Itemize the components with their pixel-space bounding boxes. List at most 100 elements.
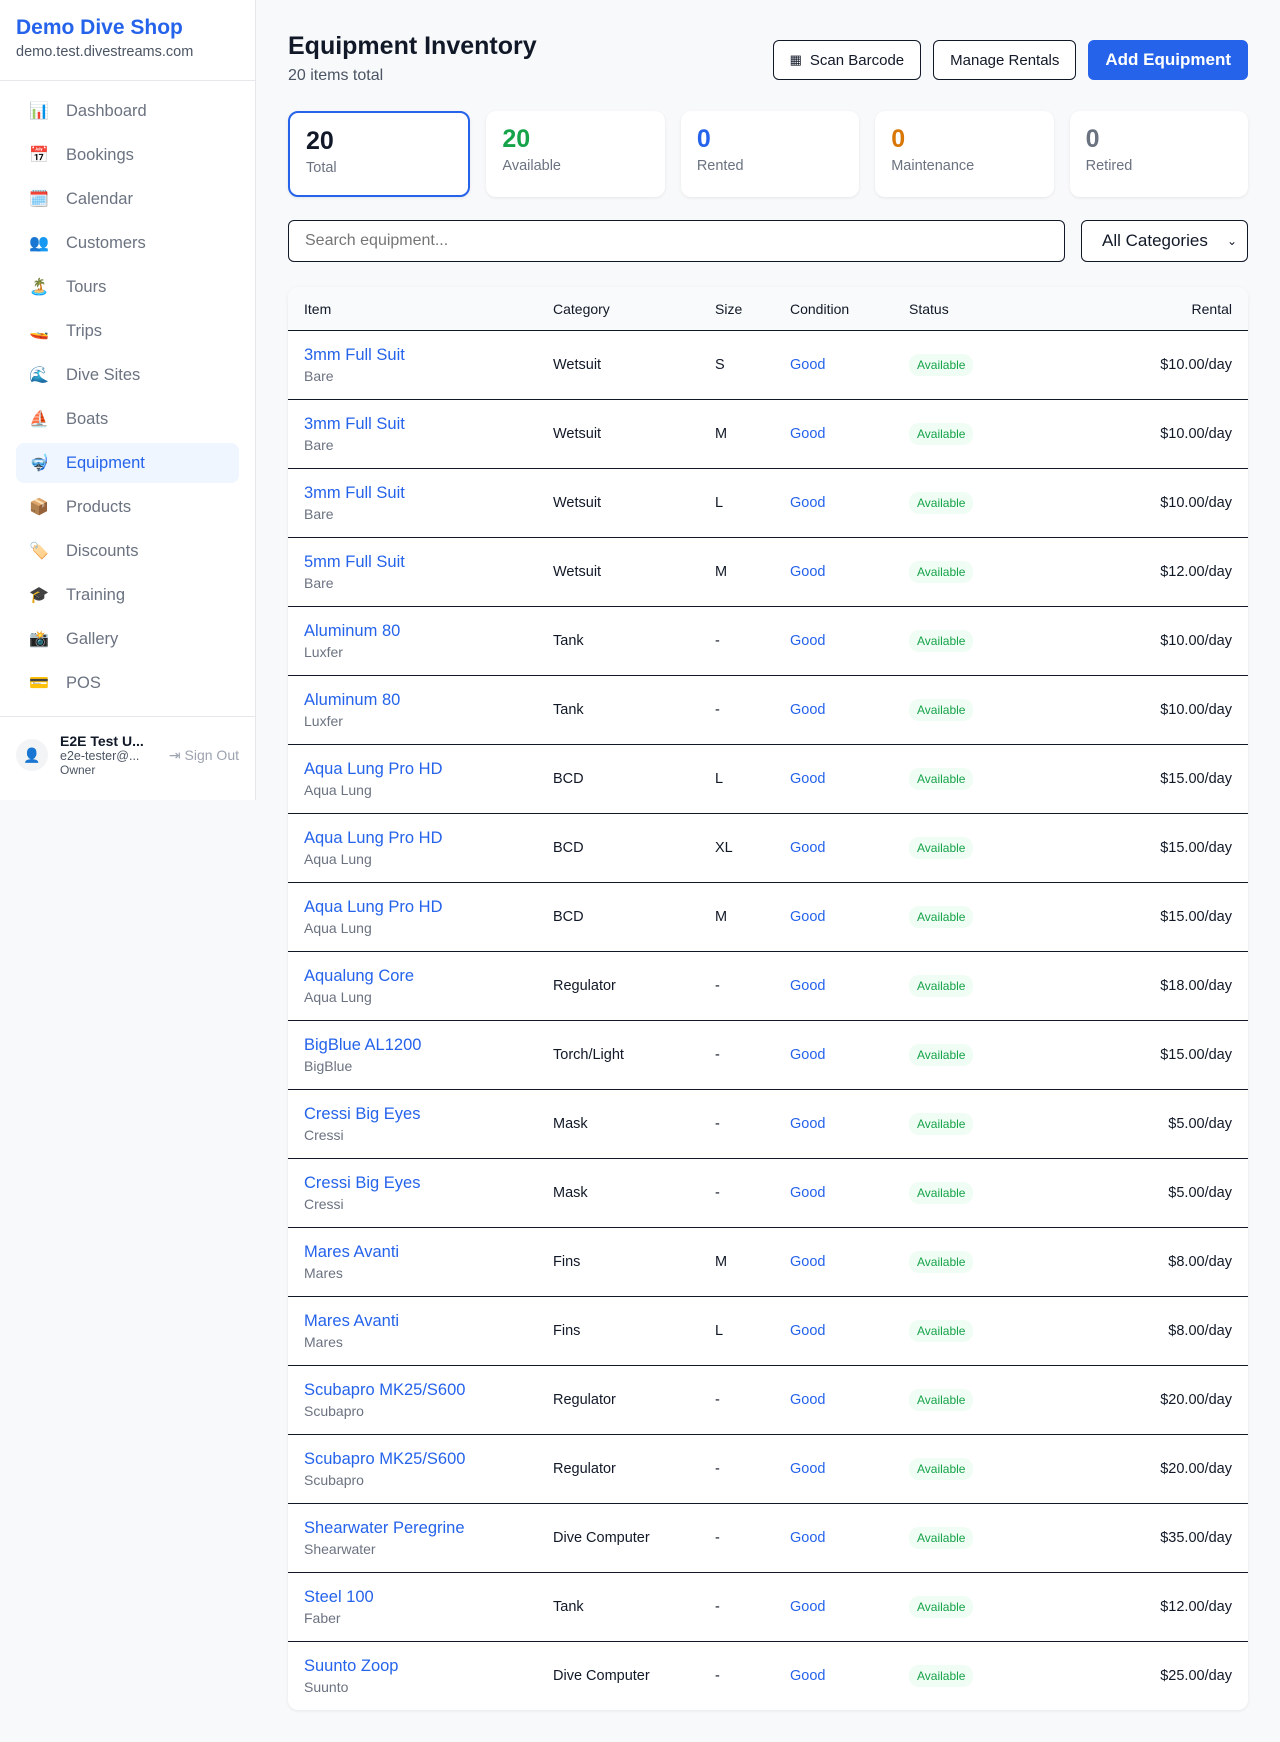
sidebar-item-pos[interactable]: 💳 POS [16,663,239,703]
table-row[interactable]: Steel 100 Faber Tank - Good Available $12… [288,1572,1248,1641]
table-row[interactable]: Suunto Zoop Suunto Dive Computer - Good A… [288,1641,1248,1710]
scan-barcode-button[interactable]: ▦ Scan Barcode [772,40,922,80]
item-name-link[interactable]: Cressi Big Eyes [304,1105,421,1123]
item-name-link[interactable]: Aqua Lung Pro HD [304,829,443,847]
table-row[interactable]: Aqualung Core Aqua Lung Regulator - Good … [288,951,1248,1020]
sidebar-item-tours[interactable]: 🏝️ Tours [16,267,239,307]
table-row[interactable]: Cressi Big Eyes Cressi Mask - Good Availa… [288,1158,1248,1227]
column-header[interactable]: Category [553,300,610,317]
table-row[interactable]: Cressi Big Eyes Cressi Mask - Good Availa… [288,1089,1248,1158]
sign-out-button[interactable]: ⇥ Sign Out [169,747,239,764]
item-rental-price: $15.00/day [1160,1047,1232,1063]
stat-card-retired[interactable]: 0 Retired [1069,111,1249,197]
sidebar-item-gallery[interactable]: 📸 Gallery [16,619,239,659]
column-header[interactable]: Status [909,300,949,317]
item-brand: Mares [304,1334,343,1350]
table-row[interactable]: 5mm Full Suit Bare Wetsuit M Good Availab… [288,537,1248,606]
item-name-link[interactable]: Aqua Lung Pro HD [304,898,443,916]
column-header[interactable]: Size [715,300,743,317]
item-name-link[interactable]: 3mm Full Suit [304,415,405,433]
stat-card-maintenance[interactable]: 0 Maintenance [875,111,1054,197]
item-size: L [715,495,724,511]
item-category: Regulator [553,978,616,994]
item-rental-price: $10.00/day [1160,633,1232,649]
item-brand: Luxfer [304,644,343,660]
category-select[interactable]: All Categories ⌄ [1081,220,1248,262]
sidebar-item-dashboard[interactable]: 📊 Dashboard [16,91,239,131]
item-size: - [715,702,720,718]
item-category: BCD [553,909,584,925]
table-row[interactable]: Aluminum 80 Luxfer Tank - Good Available … [288,675,1248,744]
manage-rentals-button[interactable]: Manage Rentals [933,40,1077,80]
sidebar-item-trips[interactable]: 🚤 Trips [16,311,239,351]
item-name-link[interactable]: Aqualung Core [304,967,415,985]
item-name-link[interactable]: Scubapro MK25/S600 [304,1450,466,1468]
sidebar-item-dive-sites[interactable]: 🌊 Dive Sites [16,355,239,395]
item-name-link[interactable]: Steel 100 [304,1588,374,1606]
table-row[interactable]: Aqua Lung Pro HD Aqua Lung BCD XL Good Av… [288,813,1248,882]
status-badge: Available [909,1527,974,1549]
sidebar-item-products[interactable]: 📦 Products [16,487,239,527]
item-brand: Cressi [304,1127,344,1143]
sidebar-item-label: Equipment [66,453,145,472]
item-brand: Mares [304,1265,343,1281]
sidebar-item-boats[interactable]: ⛵ Boats [16,399,239,439]
item-name-link[interactable]: Mares Avanti [304,1243,400,1261]
item-rental-price: $12.00/day [1160,564,1232,580]
table-row[interactable]: Aqua Lung Pro HD Aqua Lung BCD M Good Ava… [288,882,1248,951]
bookings-icon: 📅 [29,147,49,164]
item-name-link[interactable]: 3mm Full Suit [304,484,405,502]
table-row[interactable]: BigBlue AL1200 BigBlue Torch/Light - Good… [288,1020,1248,1089]
sign-out-label: Sign Out [184,746,239,763]
item-condition: Good [790,357,826,373]
item-name-link[interactable]: Scubapro MK25/S600 [304,1381,466,1399]
item-name-link[interactable]: Mares Avanti [304,1312,400,1330]
item-name-link[interactable]: 3mm Full Suit [304,346,405,364]
user-email: e2e-tester@... [60,749,140,763]
table-row[interactable]: Scubapro MK25/S600 Scubapro Regulator - G… [288,1434,1248,1503]
item-brand: Bare [304,437,334,453]
add-equipment-button[interactable]: Add Equipment [1088,40,1248,80]
table-row[interactable]: Mares Avanti Mares Fins L Good Available … [288,1296,1248,1365]
stat-card-available[interactable]: 20 Available [486,111,665,197]
item-name-link[interactable]: Cressi Big Eyes [304,1174,421,1192]
item-name-link[interactable]: Aluminum 80 [304,691,401,709]
table-row[interactable]: 3mm Full Suit Bare Wetsuit L Good Availab… [288,468,1248,537]
item-name-link[interactable]: Aluminum 80 [304,622,401,640]
table-row[interactable]: Mares Avanti Mares Fins M Good Available … [288,1227,1248,1296]
table-row[interactable]: 3mm Full Suit Bare Wetsuit S Good Availab… [288,330,1248,399]
sidebar-item-discounts[interactable]: 🏷️ Discounts [16,531,239,571]
item-size: - [715,1116,720,1132]
shop-name[interactable]: Demo Dive Shop [16,16,183,39]
stat-value: 20 [502,125,531,153]
column-header[interactable]: Item [304,300,332,317]
stat-card-total[interactable]: 20 Total [288,111,471,197]
sidebar-item-training[interactable]: 🎓 Training [16,575,239,615]
products-icon: 📦 [29,499,49,516]
status-badge: Available [909,1665,974,1687]
table-row[interactable]: Scubapro MK25/S600 Scubapro Regulator - G… [288,1365,1248,1434]
sidebar-item-calendar[interactable]: 🗓️ Calendar [16,179,239,219]
item-name-link[interactable]: BigBlue AL1200 [304,1036,422,1054]
item-name-link[interactable]: 5mm Full Suit [304,553,405,571]
stat-card-rented[interactable]: 0 Rented [680,111,860,197]
stat-value: 0 [891,125,906,153]
table-row[interactable]: Aqua Lung Pro HD Aqua Lung BCD L Good Ava… [288,744,1248,813]
column-header[interactable]: Condition [790,300,850,317]
item-brand: Aqua Lung [304,920,372,936]
item-category: Mask [553,1116,588,1132]
table-row[interactable]: Shearwater Peregrine Shearwater Dive Comp… [288,1503,1248,1572]
table-row[interactable]: Aluminum 80 Luxfer Tank - Good Available … [288,606,1248,675]
sidebar-item-bookings[interactable]: 📅 Bookings [16,135,239,175]
sidebar-item-equipment[interactable]: 🤿 Equipment [16,443,239,483]
column-header[interactable]: Rental [1191,300,1232,317]
search-input[interactable] [288,220,1065,262]
table-row[interactable]: 3mm Full Suit Bare Wetsuit M Good Availab… [288,399,1248,468]
item-size: - [715,978,720,994]
sidebar-item-customers[interactable]: 👥 Customers [16,223,239,263]
item-name-link[interactable]: Aqua Lung Pro HD [304,760,443,778]
item-name-link[interactable]: Shearwater Peregrine [304,1519,465,1537]
item-name-link[interactable]: Suunto Zoop [304,1657,399,1675]
item-brand: Aqua Lung [304,851,372,867]
status-badge: Available [909,1596,974,1618]
